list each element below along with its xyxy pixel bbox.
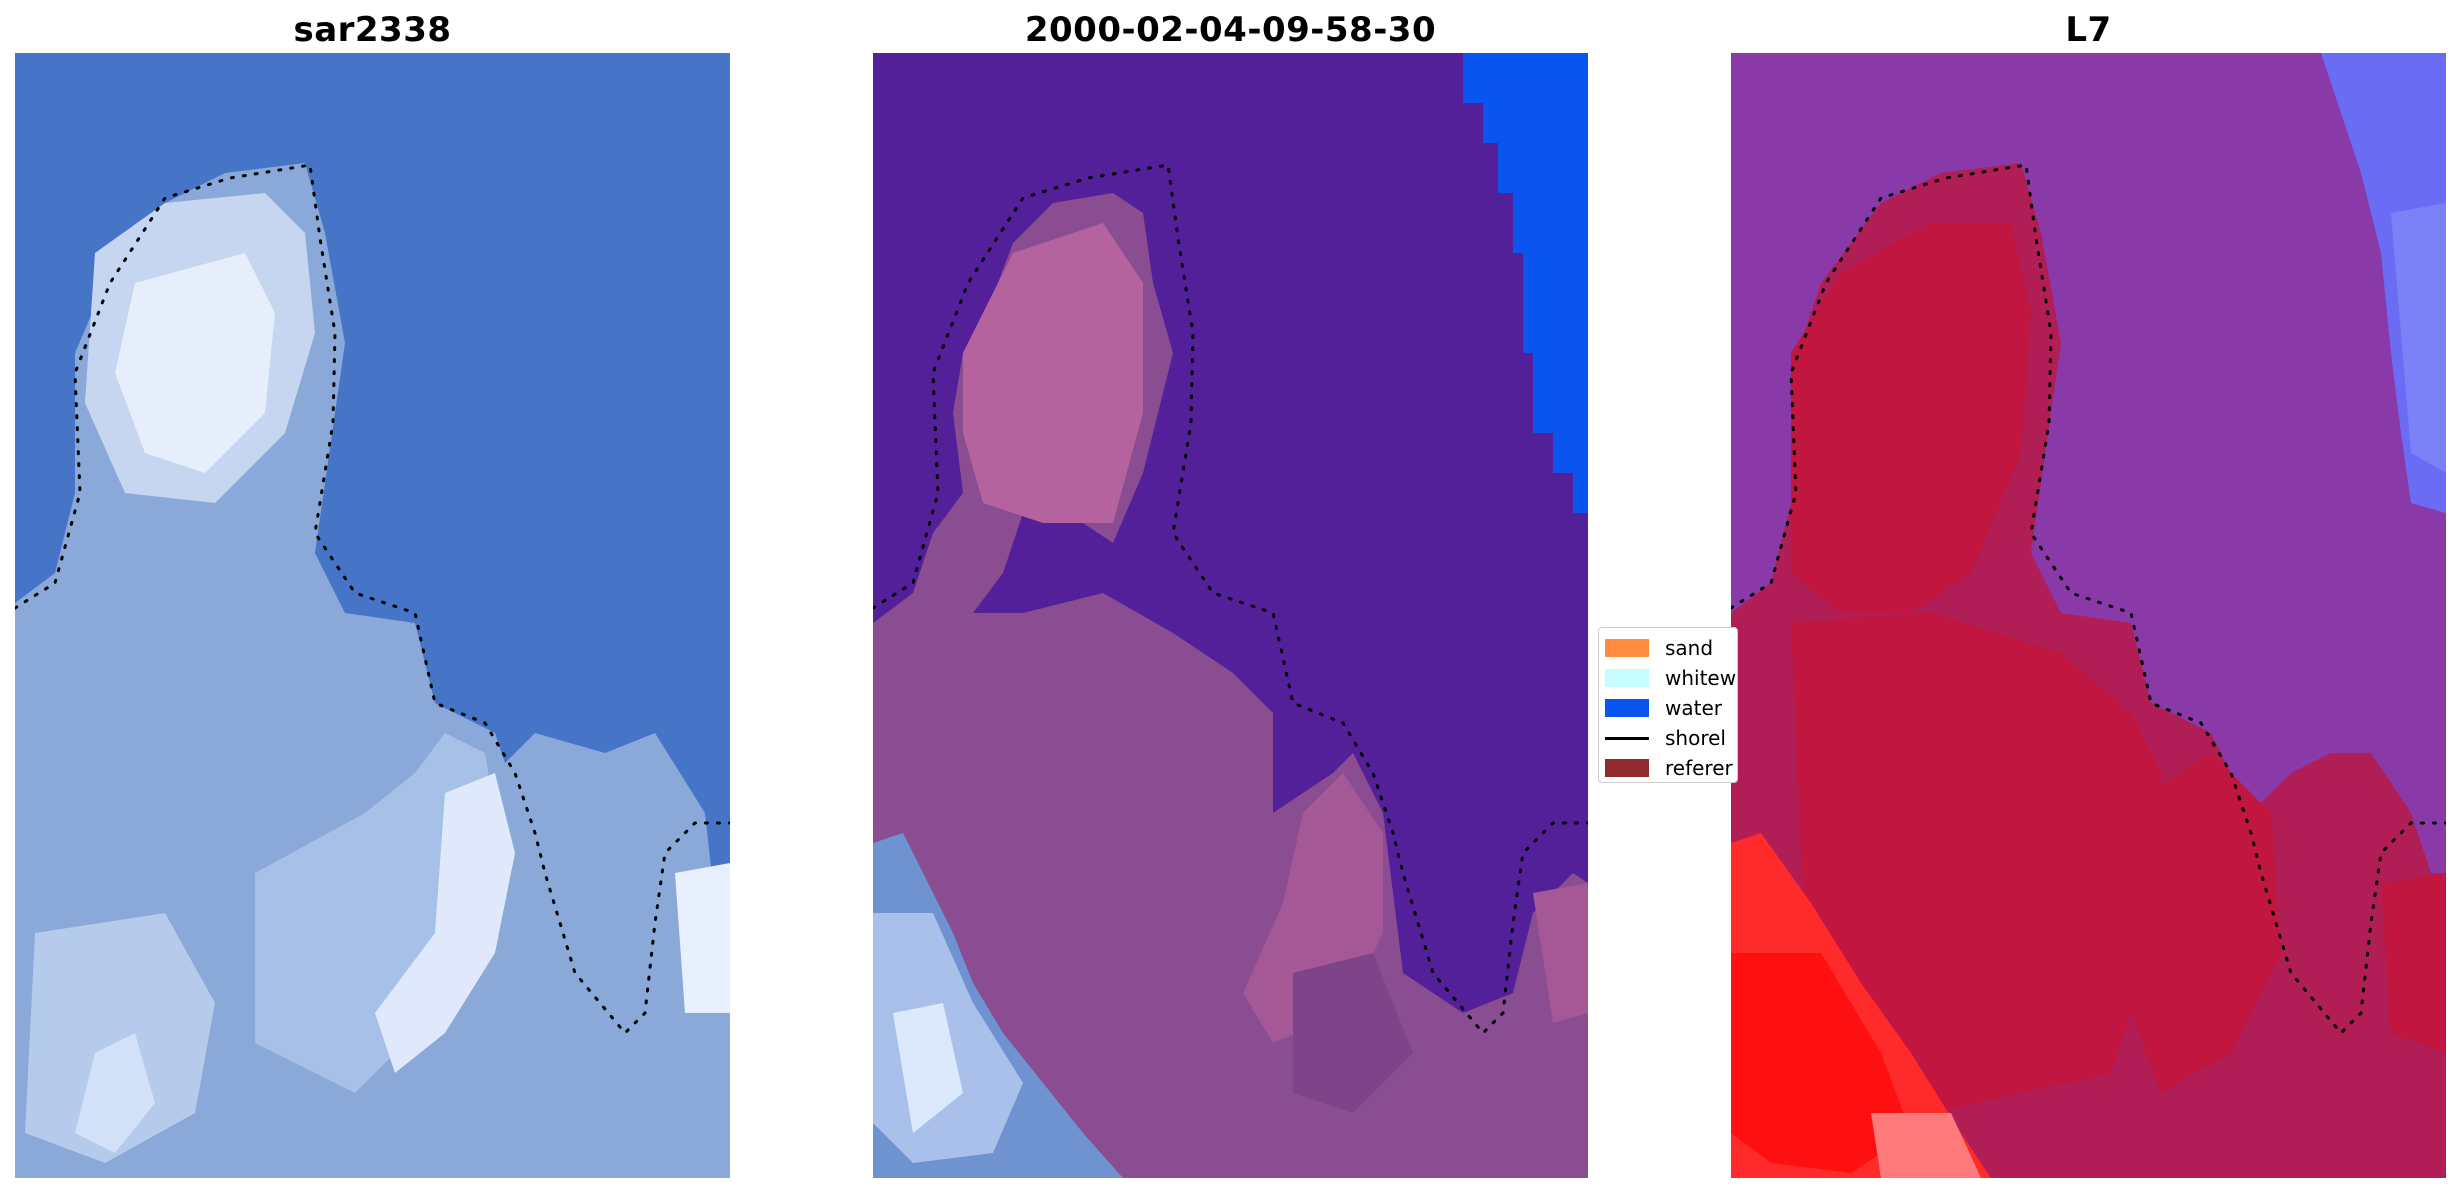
legend-item-whitewater: whitew	[1605, 666, 1736, 690]
panel-title-classified: 2000-02-04-09-58-30	[1024, 10, 1437, 50]
legend-label-water: water	[1665, 696, 1722, 720]
legend-label-sand: sand	[1665, 636, 1714, 660]
legend-item-reference: referer	[1605, 756, 1733, 780]
legend: sand whitew water shorel referer	[1598, 627, 1738, 783]
legend-swatch-sand	[1605, 639, 1649, 657]
legend-label-reference: referer	[1665, 756, 1733, 780]
legend-item-water: water	[1605, 696, 1722, 720]
legend-swatch-reference	[1605, 759, 1649, 777]
legend-label-whitewater: whitew	[1665, 666, 1737, 690]
legend-item-sand: sand	[1605, 636, 1713, 660]
legend-line-shoreline	[1605, 736, 1649, 740]
legend-item-shoreline: shorel	[1605, 726, 1726, 750]
classified-image	[873, 53, 1588, 1178]
legend-swatch-water	[1605, 699, 1649, 717]
index-image	[1731, 53, 2446, 1178]
legend-swatch-whitewater	[1605, 669, 1649, 687]
rgb-image	[15, 53, 730, 1178]
legend-label-shoreline: shorel	[1665, 726, 1726, 750]
panel-title-index: L7	[2065, 10, 2112, 50]
panel-title-rgb: sar2338	[293, 10, 452, 50]
